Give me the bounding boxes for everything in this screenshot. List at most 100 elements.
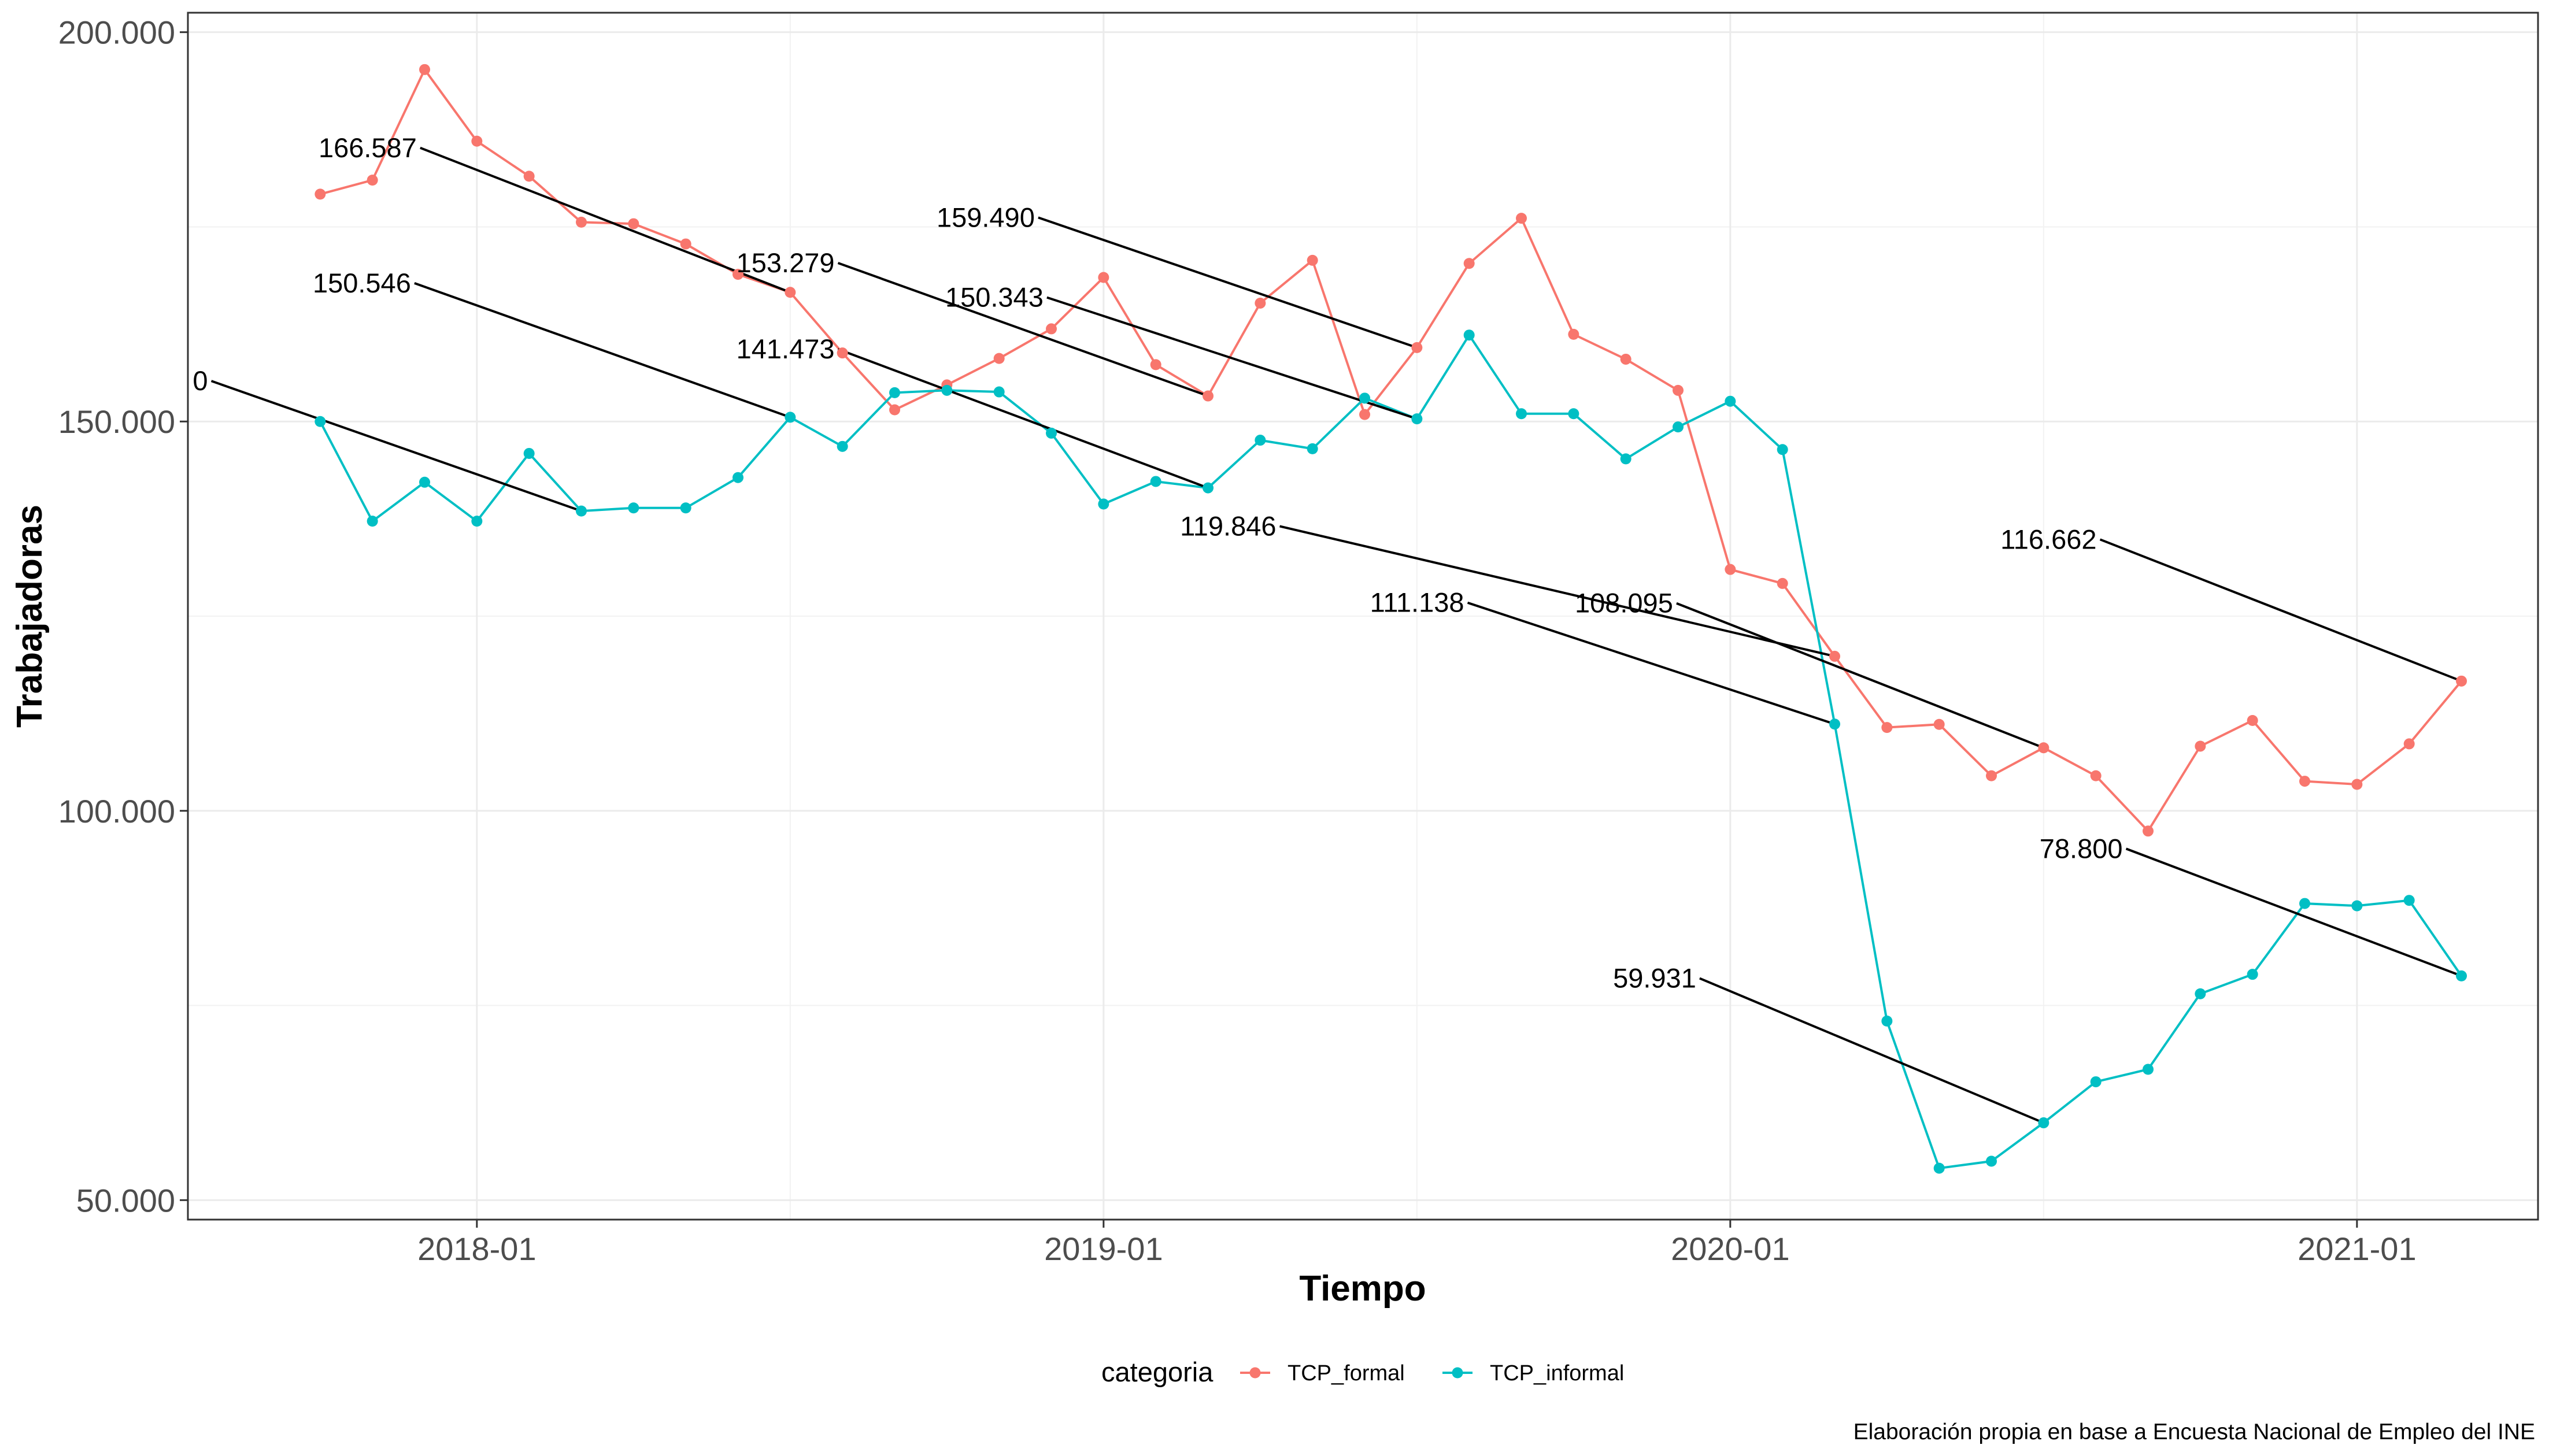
data-point-TCP_formal: [471, 135, 483, 147]
annotation-leader: [1279, 525, 1835, 658]
annotation-leader: [2125, 847, 2462, 977]
data-point-TCP_informal: [1150, 476, 1161, 487]
data-point-TCP_formal: [2038, 742, 2049, 754]
data-point-TCP_informal: [419, 476, 431, 488]
series-lines: [319, 67, 2463, 1170]
data-point-TCP_informal: [1255, 435, 1266, 446]
data-point-TCP_formal: [2247, 715, 2258, 727]
y-tick-label: 200.000: [58, 14, 175, 51]
legend-label: TCP_informal: [1490, 1361, 1624, 1385]
data-point-TCP_informal: [576, 505, 587, 517]
data-point-TCP_formal: [837, 347, 848, 359]
data-point-TCP_informal: [1463, 329, 1475, 341]
data-point-TCP_formal: [785, 287, 796, 298]
data-point-TCP_informal: [628, 502, 639, 514]
annotation-lines: [210, 146, 2462, 1124]
data-point-TCP_formal: [367, 175, 378, 186]
annotation-leader: [837, 262, 1209, 397]
annotation-leader: [210, 380, 582, 513]
data-point-TCP_informal: [1411, 413, 1423, 425]
data-point-TCP_formal: [576, 216, 587, 228]
annotation-label: 116.662: [2000, 524, 2096, 554]
data-point-TCP_informal: [2247, 969, 2258, 980]
data-point-TCP_informal: [2195, 988, 2206, 999]
x-axis-ticks: 2018-01 2019-01 2020-01 2021-01: [417, 1220, 2417, 1267]
data-point-TCP_informal: [680, 502, 691, 514]
annotation-label: 150.343: [945, 282, 1044, 313]
data-point-TCP_formal: [315, 188, 326, 200]
annotation-leader: [1699, 977, 2044, 1124]
annotation-leader: [1676, 602, 2044, 749]
data-point-TCP_informal: [2143, 1064, 2154, 1075]
data-point-TCP_informal: [941, 384, 953, 396]
data-point-TCP_informal: [1777, 444, 1788, 455]
data-point-TCP_informal: [1307, 443, 1318, 454]
data-point-TCP_formal: [1673, 384, 1684, 396]
data-point-TCP_formal: [1046, 323, 1057, 335]
data-point-TCP_formal: [628, 218, 639, 229]
data-point-TCP_informal: [1359, 392, 1371, 404]
annotation-label: 159.490: [937, 202, 1035, 232]
data-point-TCP_formal: [889, 404, 901, 416]
data-point-TCP_formal: [2351, 779, 2363, 790]
data-point-TCP_informal: [471, 516, 483, 527]
data-point-TCP_formal: [993, 353, 1005, 364]
data-point-TCP_formal: [1098, 272, 1109, 283]
data-point-TCP_formal: [1150, 359, 1161, 371]
data-point-TCP_formal: [680, 238, 691, 250]
data-point-TCP_informal: [315, 416, 326, 427]
annotation-label: 153.279: [737, 247, 835, 278]
series-line-TCP_formal: [320, 67, 2463, 833]
data-point-TCP_informal: [889, 387, 901, 398]
data-point-TCP_informal: [2038, 1117, 2049, 1129]
y-tick-label: 150.000: [58, 403, 175, 440]
annotation-label: 78.800: [2040, 833, 2123, 864]
annotation-label: 150.546: [313, 268, 411, 298]
plot-border: [187, 12, 2539, 1221]
data-point-TCP_formal: [1307, 254, 1318, 266]
data-point-TCP_formal: [1986, 770, 1997, 781]
data-point-TCP_formal: [1725, 564, 1736, 575]
legend-key-point: [1452, 1367, 1463, 1379]
data-point-TCP_formal: [2195, 740, 2206, 752]
data-point-TCP_formal: [1881, 722, 1893, 733]
annotation-label: 119.846: [1180, 510, 1276, 541]
annotation-leader: [2099, 538, 2462, 683]
data-point-TCP_formal: [2090, 770, 2102, 781]
data-point-TCP_formal: [2456, 675, 2467, 687]
data-point-TCP_informal: [1881, 1015, 1893, 1027]
caption: Elaboración propia en base a Encuesta Na…: [1854, 1420, 2535, 1444]
annotation-leader: [420, 146, 791, 294]
data-point-TCP_formal: [1359, 409, 1371, 420]
x-axis-title: Tiempo: [1299, 1269, 1426, 1309]
data-point-TCP_informal: [1568, 408, 1579, 420]
data-point-TCP_informal: [837, 440, 848, 452]
annotation-label: 166.587: [319, 132, 417, 163]
data-point-TCP_informal: [523, 447, 535, 459]
data-point-TCP_informal: [1829, 718, 1841, 730]
annotation-label: 0: [193, 365, 208, 396]
data-point-TCP_formal: [1255, 297, 1266, 309]
data-point-TCP_informal: [1620, 453, 1631, 465]
data-point-TCP_formal: [419, 64, 431, 75]
annotation-leader: [1038, 216, 1418, 349]
data-point-TCP_formal: [1203, 390, 1214, 402]
data-point-TCP_informal: [1725, 395, 1736, 407]
data-point-TCP_formal: [1463, 258, 1475, 269]
data-point-TCP_informal: [732, 472, 744, 483]
legend-key-point: [1249, 1367, 1261, 1379]
annotation-leader: [1046, 296, 1418, 420]
legend: categoria TCP_formal TCP_informal: [1101, 1357, 1624, 1387]
data-point-TCP_formal: [1620, 353, 1631, 365]
data-point-TCP_informal: [993, 386, 1005, 398]
x-tick-label: 2021-01: [2298, 1231, 2417, 1267]
data-point-TCP_formal: [1933, 718, 1945, 730]
data-point-TCP_informal: [1203, 482, 1214, 494]
y-axis-title: Trabajadoras: [10, 505, 50, 728]
data-point-TCP_informal: [2090, 1076, 2102, 1088]
annotation-leader: [1467, 601, 1836, 725]
data-point-TCP_formal: [1829, 650, 1841, 662]
y-tick-label: 100.000: [58, 793, 175, 829]
data-point-TCP_informal: [1933, 1162, 1945, 1174]
